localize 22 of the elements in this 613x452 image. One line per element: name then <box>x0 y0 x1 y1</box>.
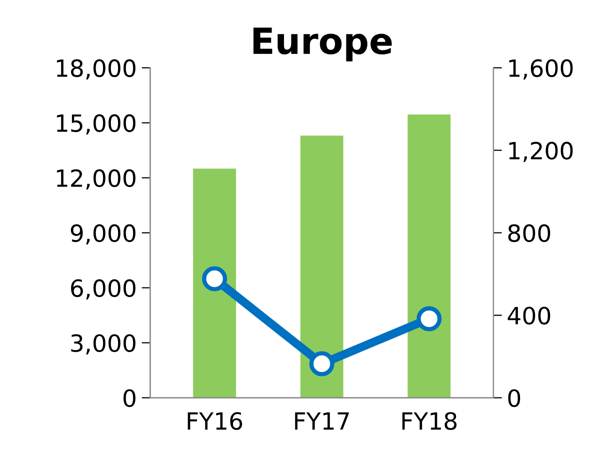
bar <box>408 114 451 398</box>
x-tick-label: FY17 <box>295 412 349 430</box>
y2-tick-label: 800 <box>508 224 550 242</box>
y-tick-label: 3,000 <box>71 334 136 354</box>
y-tick-label: 0 <box>124 389 136 408</box>
y2-tick-label: 1,200 <box>509 142 573 162</box>
point <box>202 266 228 292</box>
y-tick-label: 12,000 <box>56 169 136 190</box>
chart-title: Europe <box>253 28 392 62</box>
y2-tick-label: 400 <box>508 306 550 325</box>
y-tick-label: 6,000 <box>71 279 136 300</box>
x-tick-label: FY16 <box>188 412 242 430</box>
bar <box>193 168 236 398</box>
y2-tick-label: 0 <box>508 389 520 408</box>
point <box>416 306 442 332</box>
x-tick-label: FY18 <box>402 412 457 430</box>
y-tick-label: 15,000 <box>56 114 136 135</box>
y-tick-label: 18,000 <box>56 59 136 80</box>
bar <box>300 136 344 398</box>
y2-tick-label: 1,600 <box>509 59 573 80</box>
point <box>309 351 334 376</box>
y-tick-label: 9,000 <box>70 224 136 244</box>
